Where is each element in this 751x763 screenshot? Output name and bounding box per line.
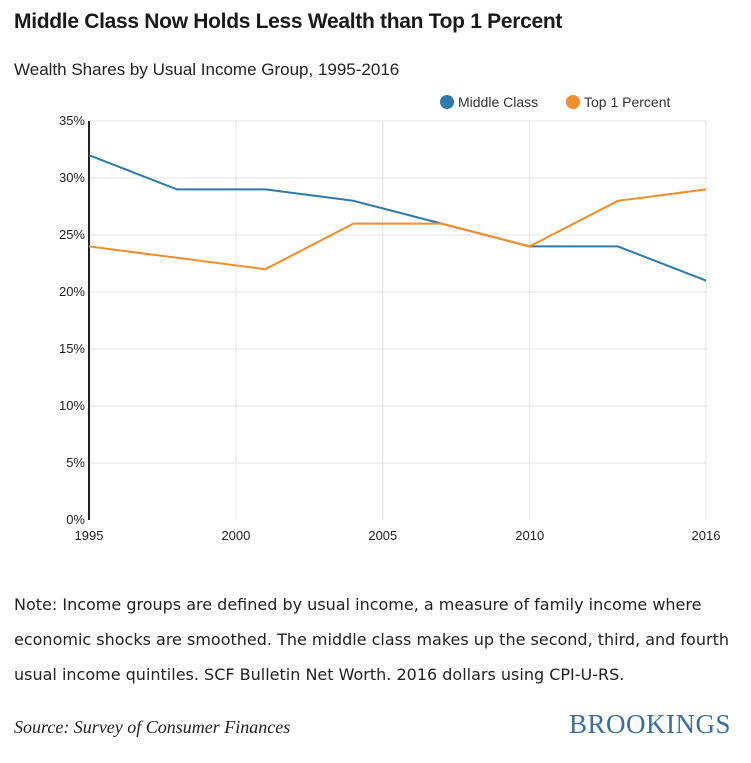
y-tick-label: 20%: [59, 284, 85, 299]
y-tick-label: 35%: [59, 113, 85, 128]
y-tick-label: 15%: [59, 341, 85, 356]
y-tick-label: 0%: [66, 512, 85, 527]
x-tick-label: 2010: [515, 528, 544, 543]
y-tick-label: 5%: [66, 455, 85, 470]
source-credit: Source: Survey of Consumer Finances: [14, 717, 291, 737]
x-tick-label: 2016: [692, 528, 721, 543]
series-line-middle-class: [88, 154, 707, 282]
series-line-top-1-percent: [88, 188, 707, 271]
x-tick-label: 1995: [75, 528, 104, 543]
y-tick-label: 25%: [59, 227, 85, 242]
x-tick-label: 2000: [221, 528, 250, 543]
legend-label-middle-class: Middle Class: [458, 94, 538, 110]
legend-swatch-top-1-percent: [566, 95, 580, 109]
legend-swatch-middle-class: [440, 95, 454, 109]
line-chart: 0% 5% 10% 15% 20% 25% 30% 35% 1995 2000 2005 2010 20…: [59, 94, 721, 543]
y-tick-label: 10%: [59, 398, 85, 413]
chart-subtitle: Wealth Shares by Usual Income Group, 199…: [14, 60, 400, 79]
chart-note: Note: Income groups are defined by usual…: [14, 595, 729, 684]
chart-title: Middle Class Now Holds Less Wealth than …: [14, 10, 563, 33]
brookings-logo: BROOKINGS: [568, 709, 731, 739]
x-tick-label: 2005: [368, 528, 397, 543]
legend-label-top-1-percent: Top 1 Percent: [584, 94, 670, 110]
y-tick-label: 30%: [59, 170, 85, 185]
